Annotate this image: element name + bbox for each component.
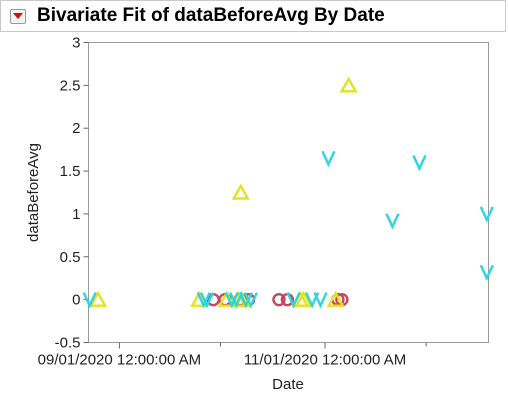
report-title: Bivariate Fit of dataBeforeAvg By Date [37,5,385,26]
data-points [82,76,494,309]
chevron-point [243,292,258,309]
chevron-point [385,213,400,230]
y-tick-label: 0 [72,292,80,309]
chevron-point [321,150,336,168]
x-axis-title: Date [272,376,304,393]
triangle-point [190,290,209,307]
x-tick-label: 09/01/2020 12:00:00 AM [38,352,201,369]
chevron-point [199,292,215,309]
y-tick-label: -0.5 [55,335,81,352]
triangle-point [326,290,345,307]
y-tick-label: 1 [72,206,80,223]
y-tick-label: 3 [72,35,80,52]
triangle-point [217,290,236,307]
triangle-point [232,290,251,307]
y-tick-label: 2.5 [60,77,81,94]
chevron-point [229,292,244,309]
triangle-point [294,290,313,307]
report-outline-header: Bivariate Fit of dataBeforeAvg By Date [0,0,506,32]
chevron-point [412,154,427,172]
chevron-point [238,292,253,309]
chevron-point [286,292,301,309]
disclosure-triangle-down-icon[interactable] [10,9,26,24]
x-tick-label: 11/01/2020 12:00:00 AM [244,352,406,369]
chevron-point [479,206,494,223]
y-axis-title: dataBeforeAvg [25,143,42,242]
circle-point [272,292,286,307]
triangle-point [231,183,250,200]
y-tick-label: 0.5 [60,249,81,266]
chevron-point [82,292,97,309]
chevron-point [479,264,494,282]
y-axis: 3 2.5 2 1.5 1 0.5 0 -0.5 [55,35,89,352]
x-axis: 09/01/2020 12:00:00 AM 11/01/2020 12:00:0… [38,342,427,369]
y-tick-label: 1.5 [60,163,81,180]
y-tick-label: 2 [72,120,80,137]
chevron-point [196,292,211,309]
chevron-point [313,292,328,309]
chevron-point [224,292,239,309]
triangle-point [89,290,108,307]
triangle-point [339,76,358,93]
bivariate-scatter-chart: 3 2.5 2 1.5 1 0.5 0 -0.5 09/01/2020 12:00:00 AM… [25,35,494,393]
